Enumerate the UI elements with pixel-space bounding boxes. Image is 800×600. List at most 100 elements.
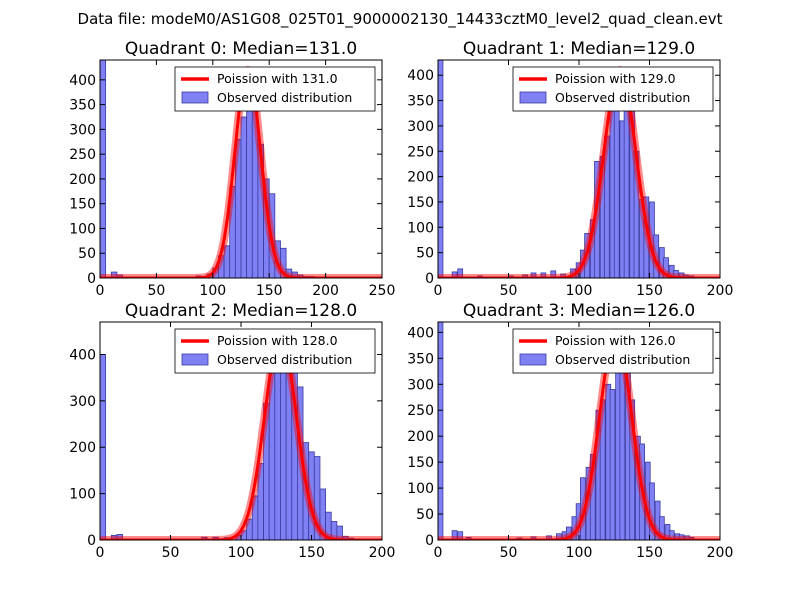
histogram-bar: [613, 90, 620, 278]
y-tick-label: 350: [407, 351, 434, 367]
y-tick-label: 400: [407, 68, 434, 84]
histogram-bar: [668, 530, 675, 540]
legend-bar-swatch: [181, 91, 209, 104]
poisson-fit-line: [438, 68, 720, 278]
chart-title: Quadrant 3: Median=126.0: [463, 301, 695, 321]
histogram-bar: [609, 389, 616, 540]
plot-area: [438, 60, 720, 278]
legend: Poission with 129.0 Observed distribution: [512, 66, 714, 112]
x-tick-label: 0: [434, 545, 443, 561]
histogram-bar: [629, 399, 636, 540]
y-tick-label: 300: [69, 122, 96, 138]
histogram-bar: [530, 536, 537, 540]
x-tick-label: 100: [228, 545, 255, 561]
x-tick-label: 0: [434, 283, 443, 299]
histogram-bar: [438, 60, 444, 278]
y-tick-label: 100: [69, 487, 96, 503]
legend-bar-swatch: [181, 353, 209, 366]
legend-bar-swatch: [519, 353, 547, 366]
histogram-bar: [438, 322, 444, 540]
x-tick-label: 50: [147, 283, 165, 299]
histogram-bar: [530, 272, 537, 278]
histogram-bar: [457, 268, 464, 278]
legend: Poission with 128.0 Observed distribution: [174, 328, 376, 374]
x-tick-label: 150: [636, 283, 663, 299]
chart-title: Quadrant 2: Median=128.0: [125, 301, 357, 321]
histogram-bar: [673, 269, 679, 278]
y-tick-label: 200: [69, 440, 96, 456]
legend-label-observed: Observed distribution: [217, 90, 352, 105]
x-tick-label: 200: [369, 545, 396, 561]
y-tick-label: 200: [69, 172, 96, 188]
x-tick-label: 0: [96, 283, 105, 299]
y-tick-label: 400: [407, 325, 434, 341]
chart-panel-3: Quadrant 3: Median=126.0 0 50 100 150 200 0 50 1…: [407, 301, 733, 561]
y-tick-label: 0: [425, 533, 434, 549]
y-tick-label: 0: [87, 271, 96, 287]
legend-box: [512, 328, 714, 374]
poisson-fit-line: [100, 334, 382, 540]
y-tick-label: 350: [407, 94, 434, 110]
y-tick-label: 300: [407, 119, 434, 135]
legend-label-fit: Poission with 131.0: [217, 71, 338, 86]
legend-bar-swatch: [519, 91, 547, 104]
histogram-bar: [274, 354, 281, 540]
histogram-bar: [658, 516, 665, 540]
chart-panel-0: Quadrant 0: Median=131.0 0 50 100 150 200 250 0…: [69, 39, 395, 299]
legend-label-observed: Observed distribution: [555, 352, 690, 367]
axes-frame: [99, 59, 383, 279]
legend-label-observed: Observed distribution: [217, 352, 352, 367]
figure-suptitle: Data file: modeM0/AS1G08_025T01_90000021…: [78, 10, 723, 29]
histogram-bar: [589, 453, 596, 540]
y-tick-label: 200: [407, 170, 434, 186]
y-tick-label: 100: [407, 220, 434, 236]
legend-label-fit: Poission with 126.0: [555, 333, 676, 348]
x-tick-label: 100: [566, 545, 593, 561]
y-tick-label: 150: [407, 195, 434, 211]
x-tick-label: 200: [312, 283, 339, 299]
chart-panel-1: Quadrant 1: Median=129.0 0 50 100 150 200 0 50 1…: [407, 39, 733, 299]
legend-label-fit: Poission with 129.0: [555, 71, 676, 86]
panels: Quadrant 0: Median=131.0 0 50 100 150 200 250 0…: [69, 39, 733, 561]
x-tick-label: 0: [96, 545, 105, 561]
histogram-bar: [100, 60, 107, 278]
y-tick-label: 200: [407, 429, 434, 445]
y-tick-label: 150: [69, 197, 96, 213]
y-tick-label: 300: [69, 394, 96, 410]
histogram-bar: [540, 272, 547, 278]
legend-box: [174, 66, 376, 112]
chart-title: Quadrant 1: Median=129.0: [463, 39, 695, 59]
y-tick-label: 50: [78, 246, 96, 262]
legend-box: [512, 66, 714, 112]
x-tick-label: 150: [298, 545, 325, 561]
y-tick-label: 400: [69, 347, 96, 363]
y-tick-label: 100: [407, 481, 434, 497]
legend: Poission with 126.0 Observed distribution: [512, 328, 714, 374]
legend-box: [174, 328, 376, 374]
y-tick-label: 250: [407, 144, 434, 160]
y-tick-label: 300: [407, 377, 434, 393]
y-tick-label: 150: [407, 455, 434, 471]
x-tick-label: 200: [707, 545, 734, 561]
histogram-bar: [451, 530, 458, 540]
x-tick-label: 100: [566, 283, 593, 299]
x-tick-label: 50: [500, 283, 518, 299]
y-tick-label: 100: [69, 221, 96, 237]
chart-title: Quadrant 0: Median=131.0: [125, 39, 357, 59]
y-tick-label: 350: [69, 98, 96, 114]
histogram-bar: [246, 99, 253, 278]
y-tick-label: 250: [407, 403, 434, 419]
x-tick-label: 50: [500, 545, 518, 561]
x-tick-label: 250: [369, 283, 396, 299]
x-tick-label: 150: [256, 283, 283, 299]
x-tick-label: 100: [199, 283, 226, 299]
histogram-bar: [619, 370, 626, 540]
y-tick-label: 400: [69, 73, 96, 89]
legend-label-observed: Observed distribution: [555, 90, 690, 105]
x-tick-label: 200: [707, 283, 734, 299]
y-tick-label: 250: [69, 147, 96, 163]
legend-label-fit: Poission with 128.0: [217, 333, 338, 348]
histogram-bar: [451, 271, 458, 278]
histogram-bar: [457, 531, 464, 540]
